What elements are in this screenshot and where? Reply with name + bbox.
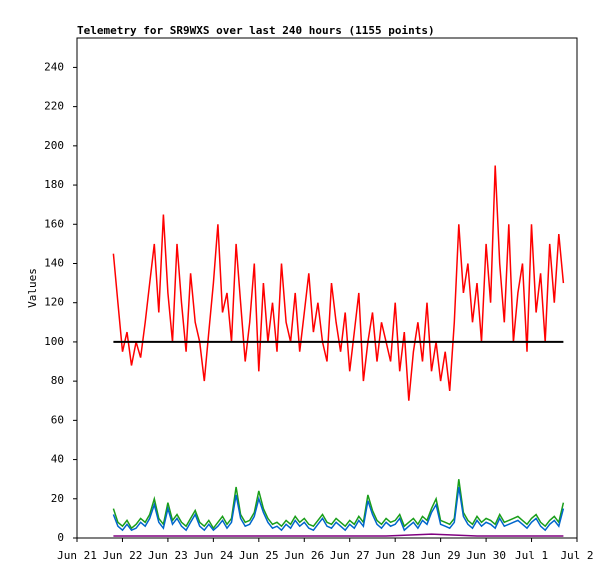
x-tick-label: Jun 30	[466, 549, 506, 562]
y-tick-label: 200	[44, 139, 64, 152]
x-tick-label: Jun 23	[148, 549, 188, 562]
chart-title: Telemetry for SR9WXS over last 240 hours…	[77, 24, 435, 37]
x-tick-label: Jun 22	[103, 549, 143, 562]
y-tick-label: 40	[51, 453, 64, 466]
plot-frame	[76, 37, 578, 539]
y-tick-label: 180	[44, 178, 64, 191]
x-tick-label: Jun 27	[330, 549, 370, 562]
y-axis-label: Values	[26, 268, 39, 308]
series-line	[113, 533, 564, 537]
y-tick-label: 220	[44, 100, 64, 113]
x-tick-label: Jun 26	[284, 549, 324, 562]
series-line	[112, 165, 565, 401]
y-tick-label: 240	[44, 60, 64, 73]
y-tick-label: 60	[51, 413, 64, 426]
series-line	[112, 479, 565, 530]
y-tick-label: 140	[44, 256, 64, 269]
y-tick-label: 120	[44, 296, 64, 309]
y-tick-label: 20	[51, 492, 64, 505]
y-tick-label: 160	[44, 217, 64, 230]
x-tick-label: Jul 2	[560, 549, 593, 562]
x-tick-label: Jun 25	[239, 549, 279, 562]
series-line	[112, 486, 565, 532]
x-tick-label: Jul 1	[515, 549, 548, 562]
y-tick-label: 100	[44, 335, 64, 348]
x-tick-label: Jun 28	[375, 549, 415, 562]
y-tick-label: 0	[57, 531, 64, 544]
y-tick-label: 80	[51, 374, 64, 387]
x-tick-label: Jun 29	[421, 549, 461, 562]
x-tick-label: Jun 21	[57, 549, 97, 562]
x-tick-label: Jun 24	[193, 549, 233, 562]
